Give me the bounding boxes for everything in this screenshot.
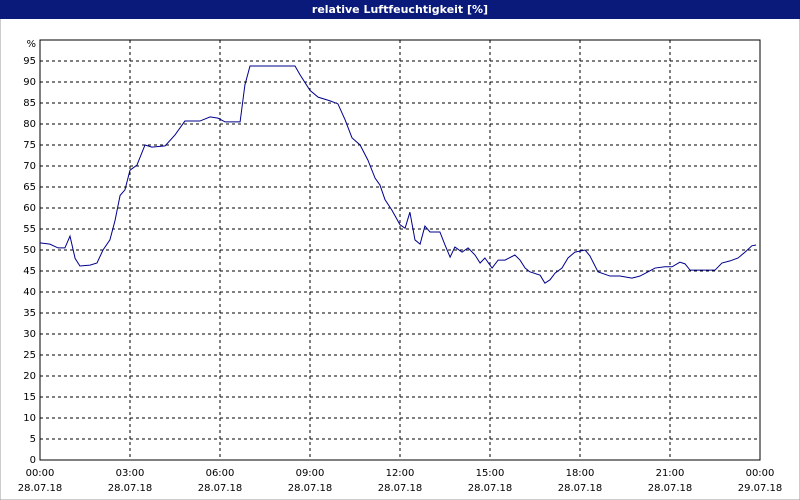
y-tick-label: 90 [23, 77, 36, 88]
y-tick-label: 30 [23, 329, 36, 340]
x-tick-label: 09:00 [296, 468, 325, 479]
x-tick-date: 28.07.18 [18, 483, 63, 494]
y-tick-label: 5 [30, 434, 36, 445]
x-tick-label: 03:00 [116, 468, 145, 479]
chart-title: relative Luftfeuchtigkeit [%] [312, 3, 488, 16]
y-tick-label: 0 [30, 455, 36, 466]
y-tick-label: 25 [23, 350, 36, 361]
y-tick-label: 70 [23, 161, 36, 172]
y-tick-label: 60 [23, 203, 36, 214]
plot-frame [39, 39, 761, 461]
x-tick-label: 18:00 [566, 468, 595, 479]
x-tick-label: 12:00 [386, 468, 415, 479]
x-tick-label: 21:00 [656, 468, 685, 479]
y-tick-label: 75 [23, 140, 36, 151]
x-tick-date: 28.07.18 [198, 483, 243, 494]
x-tick-label: 06:00 [206, 468, 235, 479]
x-tick-date: 28.07.18 [468, 483, 513, 494]
y-tick-label: 15 [23, 392, 36, 403]
y-tick-label: 65 [23, 182, 36, 193]
x-tick-date: 28.07.18 [558, 483, 603, 494]
y-tick-label: 35 [23, 308, 36, 319]
x-tick-label: 00:00 [746, 468, 775, 479]
y-tick-label: 95 [23, 56, 36, 67]
y-tick-label: 40 [23, 287, 36, 298]
x-tick-date: 28.07.18 [648, 483, 693, 494]
y-tick-label: 80 [23, 119, 36, 130]
y-tick-label: 20 [23, 371, 36, 382]
y-tick-label: 55 [23, 224, 36, 235]
data-line [39, 65, 757, 284]
x-tick-date: 28.07.18 [288, 483, 333, 494]
x-tick-date: 28.07.18 [378, 483, 423, 494]
x-tick-date: 28.07.18 [108, 483, 153, 494]
y-tick-label: 10 [23, 413, 36, 424]
y-tick-label: 50 [23, 245, 36, 256]
y-axis-label: % [26, 39, 36, 50]
x-tick-label: 15:00 [476, 468, 505, 479]
y-tick-label: 45 [23, 266, 36, 277]
x-tick-date: 29.07.18 [738, 483, 783, 494]
y-tick-label: 85 [23, 98, 36, 109]
x-tick-label: 00:00 [26, 468, 55, 479]
title-bar [0, 0, 800, 19]
